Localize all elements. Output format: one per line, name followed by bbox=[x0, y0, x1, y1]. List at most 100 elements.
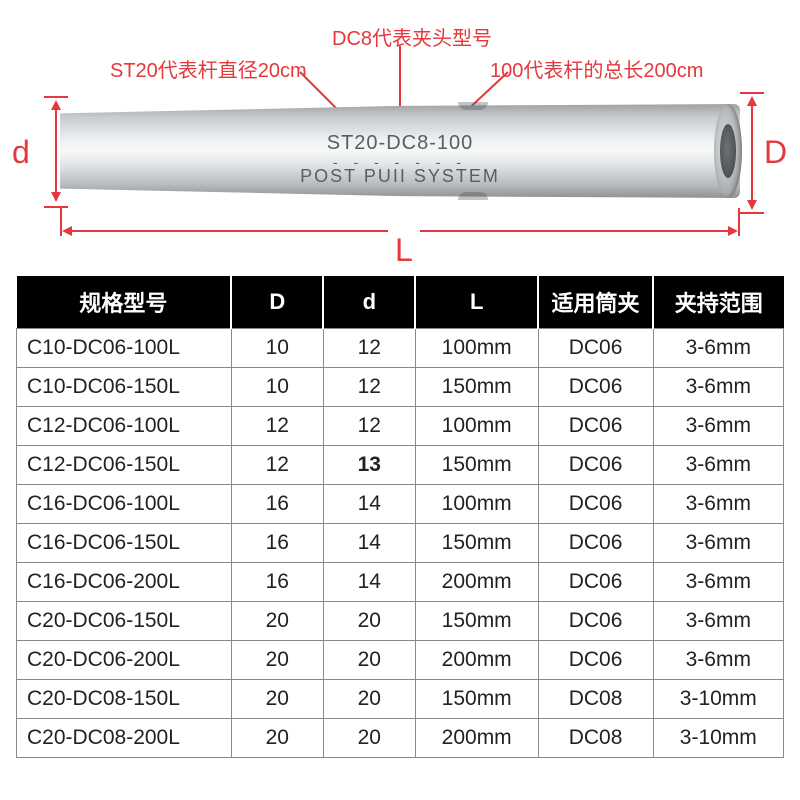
annot-left: ST20代表杆直径20cm bbox=[110, 54, 307, 83]
table-row: C16-DC06-200L1614200mmDC063-6mm bbox=[17, 563, 784, 602]
dim-label-d: d bbox=[12, 134, 30, 171]
table-cell: 16 bbox=[231, 563, 323, 602]
table-cell: 3-6mm bbox=[653, 641, 783, 680]
dim-d-bar-top bbox=[44, 96, 68, 98]
cylinder-model-text: ST20-DC8-100 bbox=[60, 132, 740, 155]
table-cell: DC06 bbox=[538, 563, 653, 602]
th-model: 规格型号 bbox=[17, 276, 232, 329]
table-cell: 20 bbox=[231, 641, 323, 680]
table-cell: 16 bbox=[231, 524, 323, 563]
table-cell: C12-DC06-150L bbox=[17, 446, 232, 485]
table-row: C10-DC06-150L1012150mmDC063-6mm bbox=[17, 368, 784, 407]
table-cell: DC06 bbox=[538, 407, 653, 446]
table-cell: DC06 bbox=[538, 485, 653, 524]
dim-L-line-right bbox=[420, 230, 728, 232]
table-cell: 150mm bbox=[415, 524, 538, 563]
dim-D-arrow-down bbox=[747, 200, 757, 210]
table-row: C20-DC08-150L2020150mmDC083-10mm bbox=[17, 680, 784, 719]
dim-D-arrow-up bbox=[747, 96, 757, 106]
dim-L-arrow-left bbox=[62, 226, 72, 236]
table-cell: 20 bbox=[231, 602, 323, 641]
table-cell: 3-6mm bbox=[653, 602, 783, 641]
table-cell: DC06 bbox=[538, 368, 653, 407]
table-row: C16-DC06-150L1614150mmDC063-6mm bbox=[17, 524, 784, 563]
table-cell: C16-DC06-100L bbox=[17, 485, 232, 524]
table-cell: 200mm bbox=[415, 719, 538, 758]
table-cell: DC08 bbox=[538, 680, 653, 719]
table-cell: 200mm bbox=[415, 641, 538, 680]
table-cell: 150mm bbox=[415, 368, 538, 407]
table-cell: 20 bbox=[231, 719, 323, 758]
table-cell: DC06 bbox=[538, 446, 653, 485]
table-cell: 20 bbox=[323, 680, 415, 719]
table-row: C20-DC08-200L2020200mmDC083-10mm bbox=[17, 719, 784, 758]
table-row: C12-DC06-100L1212100mmDC063-6mm bbox=[17, 407, 784, 446]
table-cell: C20-DC08-200L bbox=[17, 719, 232, 758]
table-cell: C20-DC06-200L bbox=[17, 641, 232, 680]
table-cell: 3-6mm bbox=[653, 407, 783, 446]
product-diagram: DC8代表夹头型号 ST20代表杆直径20cm 100代表杆的总长200cm S… bbox=[0, 0, 800, 270]
table-cell: 200mm bbox=[415, 563, 538, 602]
dim-d-arrow-down bbox=[51, 192, 61, 202]
th-D: D bbox=[231, 276, 323, 329]
table-cell: 20 bbox=[323, 719, 415, 758]
th-collet: 适用筒夹 bbox=[538, 276, 653, 329]
dim-D-bar-top bbox=[740, 92, 764, 94]
dim-L-tick-right bbox=[738, 208, 740, 236]
spec-table-wrap: 规格型号 D d L 适用筒夹 夹持范围 C10-DC06-100L101210… bbox=[16, 276, 784, 758]
table-cell: 14 bbox=[323, 563, 415, 602]
table-cell: 3-6mm bbox=[653, 368, 783, 407]
table-cell: 16 bbox=[231, 485, 323, 524]
annot-mid: DC8代表夹头型号 bbox=[332, 22, 492, 51]
notch-bottom bbox=[458, 192, 488, 200]
dim-label-l: L bbox=[395, 232, 413, 269]
table-cell: 150mm bbox=[415, 602, 538, 641]
table-cell: 3-10mm bbox=[653, 719, 783, 758]
table-cell: DC06 bbox=[538, 602, 653, 641]
table-cell: 20 bbox=[323, 602, 415, 641]
dim-d-bar-bot bbox=[44, 206, 68, 208]
table-cell: C10-DC06-100L bbox=[17, 329, 232, 368]
table-cell: 13 bbox=[323, 446, 415, 485]
table-body: C10-DC06-100L1012100mmDC063-6mmC10-DC06-… bbox=[17, 329, 784, 758]
table-cell: DC06 bbox=[538, 524, 653, 563]
table-cell: 150mm bbox=[415, 446, 538, 485]
dim-d-arrow-up bbox=[51, 100, 61, 110]
table-cell: C20-DC06-150L bbox=[17, 602, 232, 641]
table-row: C12-DC06-150L1213150mmDC063-6mm bbox=[17, 446, 784, 485]
table-cell: C12-DC06-100L bbox=[17, 407, 232, 446]
notch-top bbox=[458, 102, 488, 110]
th-L: L bbox=[415, 276, 538, 329]
spec-table: 规格型号 D d L 适用筒夹 夹持范围 C10-DC06-100L101210… bbox=[16, 276, 784, 758]
cylinder-subtext: POST PUII SYSTEM bbox=[60, 166, 740, 187]
table-cell: 100mm bbox=[415, 329, 538, 368]
table-cell: 12 bbox=[323, 368, 415, 407]
table-cell: 3-6mm bbox=[653, 485, 783, 524]
table-row: C20-DC06-150L2020150mmDC063-6mm bbox=[17, 602, 784, 641]
table-cell: 10 bbox=[231, 329, 323, 368]
cylinder: ST20-DC8-100 - - - - - - - POST PUII SYS… bbox=[60, 96, 740, 206]
table-row: C20-DC06-200L2020200mmDC063-6mm bbox=[17, 641, 784, 680]
annot-right: 100代表杆的总长200cm bbox=[490, 54, 703, 83]
table-row: C16-DC06-100L1614100mmDC063-6mm bbox=[17, 485, 784, 524]
th-range: 夹持范围 bbox=[653, 276, 783, 329]
dim-label-big-d: D bbox=[764, 134, 787, 171]
table-cell: C16-DC06-150L bbox=[17, 524, 232, 563]
table-cell: 10 bbox=[231, 368, 323, 407]
table-cell: 100mm bbox=[415, 407, 538, 446]
table-cell: 3-10mm bbox=[653, 680, 783, 719]
table-cell: DC06 bbox=[538, 641, 653, 680]
table-cell: 12 bbox=[231, 407, 323, 446]
table-cell: 3-6mm bbox=[653, 524, 783, 563]
table-cell: C16-DC06-200L bbox=[17, 563, 232, 602]
table-cell: 150mm bbox=[415, 680, 538, 719]
table-cell: 12 bbox=[231, 446, 323, 485]
table-cell: 14 bbox=[323, 485, 415, 524]
table-cell: 14 bbox=[323, 524, 415, 563]
dim-L-line-left bbox=[72, 230, 388, 232]
table-cell: DC06 bbox=[538, 329, 653, 368]
table-cell: 3-6mm bbox=[653, 563, 783, 602]
table-cell: 12 bbox=[323, 407, 415, 446]
dim-D-stem bbox=[751, 106, 753, 200]
table-cell: C10-DC06-150L bbox=[17, 368, 232, 407]
